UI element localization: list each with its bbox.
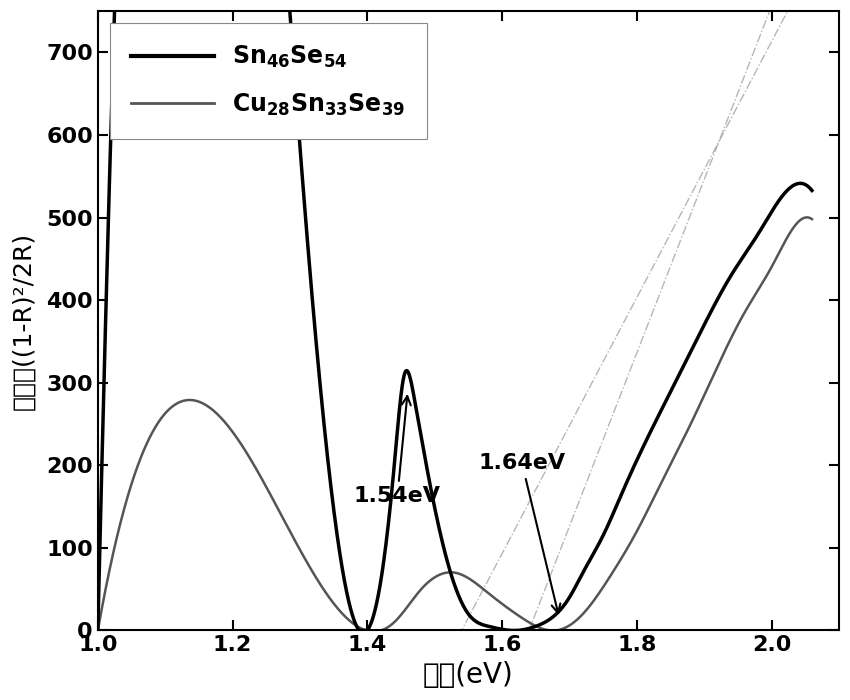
Legend: $\mathbf{Sn_{46}Se_{54}}$, $\mathbf{Cu_{28}Sn_{33}Se_{39}}$: $\mathbf{Sn_{46}Se_{54}}$, $\mathbf{Cu_{…: [110, 23, 427, 139]
Text: 1.64eV: 1.64eV: [479, 454, 565, 613]
Text: 1.54eV: 1.54eV: [354, 396, 441, 507]
X-axis label: 能量(eV): 能量(eV): [423, 661, 513, 689]
Y-axis label: 吸收率((1-R)²/2R): 吸收率((1-R)²/2R): [11, 232, 35, 410]
